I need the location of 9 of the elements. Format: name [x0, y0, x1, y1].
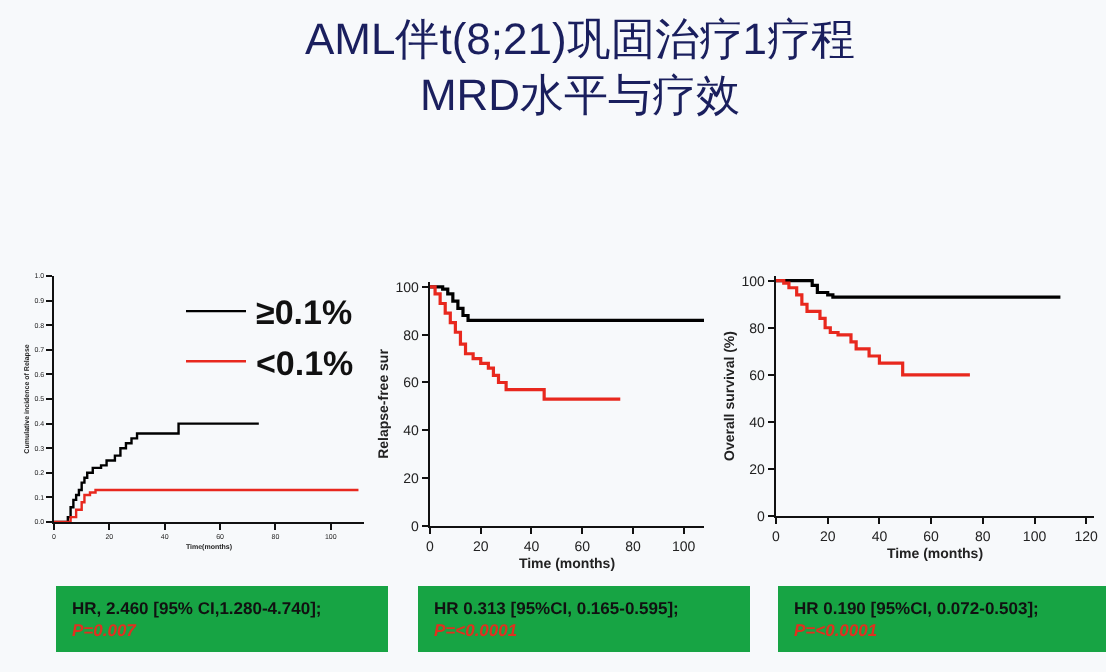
text: P=<0.0001 [434, 620, 520, 642]
text: P=<0.0001 [794, 620, 880, 642]
text: P=0.007 [72, 620, 139, 642]
chart-title: AML伴t(8;21)巩固治疗1疗程 MRD水平与疗效 [302, 12, 858, 124]
text: HR 0.190 [95%CI, 0.072-0.503]; [794, 598, 1041, 620]
text: HR, 2.460 [95% CI,1.280-4.740]; [72, 598, 324, 620]
legend-label: <0.1% [256, 344, 354, 383]
legend-label: ≥0.1% [256, 294, 353, 333]
text: HR 0.313 [95%CI, 0.165-0.595]; [434, 598, 681, 620]
